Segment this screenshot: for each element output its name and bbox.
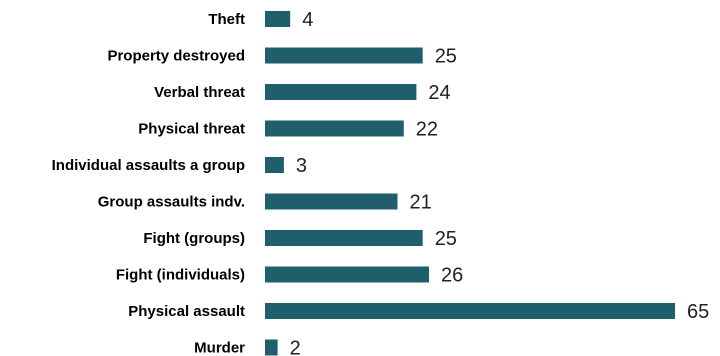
category-label-property-destroyed: Property destroyed [107,48,245,65]
category-label-fight-individuals: Fight (individuals) [116,267,245,284]
bars [265,11,675,356]
bar-individual-assaults-a-group [265,157,284,173]
category-label-group-assaults-indv: Group assaults indv. [98,194,245,211]
category-label-theft: Theft [208,11,245,28]
bar-fight-individuals [265,266,429,283]
value-label-group-assaults-indv: 21 [410,192,432,214]
category-label-verbal-threat: Verbal threat [154,84,245,101]
bar-property-destroyed [265,47,423,64]
category-label-individual-assaults-a-group: Individual assaults a group [52,157,245,174]
bar-physical-assault [265,303,675,319]
value-label-physical-threat: 22 [416,119,438,141]
category-label-physical-threat: Physical threat [138,121,245,138]
value-label-verbal-threat: 24 [428,82,450,104]
value-label-theft: 4 [302,9,313,31]
category-label-murder: Murder [194,340,245,356]
category-label-physical-assault: Physical assault [128,303,245,320]
value-label-fight-groups: 25 [435,228,457,250]
category-label-fight-groups: Fight (groups) [143,230,245,247]
value-label-murder: 2 [290,338,301,356]
value-label-fight-individuals: 26 [441,265,463,287]
value-label-property-destroyed: 25 [435,46,457,68]
bar-fight-groups [265,230,423,246]
value-label-individual-assaults-a-group: 3 [296,155,307,177]
value-label-physical-assault: 65 [687,301,709,323]
bar-group-assaults-indv [265,193,398,210]
bar-murder [265,339,278,356]
bar-verbal-threat [265,84,417,100]
bar-physical-threat [265,120,404,137]
category-labels: Theft Property destroyed Verbal threat Phys… [52,11,246,356]
bar-theft [265,11,291,27]
